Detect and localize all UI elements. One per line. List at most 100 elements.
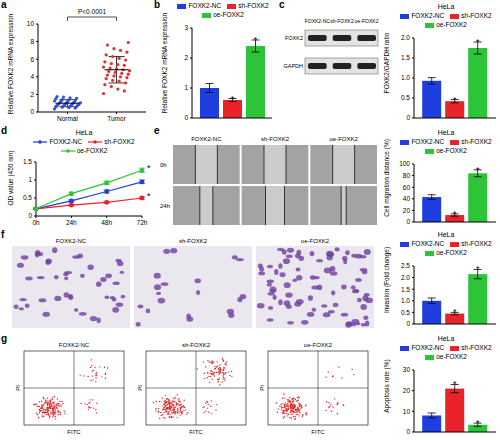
svg-text:30: 30 xyxy=(403,366,411,373)
svg-text:2.0: 2.0 xyxy=(401,274,410,281)
svg-text:0: 0 xyxy=(406,320,410,327)
svg-text:24h: 24h xyxy=(66,219,77,226)
svg-text:0: 0 xyxy=(184,114,188,121)
svg-text:PI: PI xyxy=(137,385,143,391)
svg-text:Apoptosis rate (%): Apoptosis rate (%) xyxy=(383,359,391,412)
svg-text:0: 0 xyxy=(406,218,410,225)
svg-text:4: 4 xyxy=(30,73,34,80)
html-text:sh-FOXK2: sh-FOXK2 xyxy=(461,138,492,145)
html-text:HeLa: HeLa xyxy=(437,129,455,136)
html-text:HeLa: HeLa xyxy=(75,129,93,136)
svg-text:sh-FOXK2: sh-FOXK2 xyxy=(182,342,211,348)
html-text:oe-FOXK2: oe-FOXK2 xyxy=(76,147,108,154)
svg-text:0h: 0h xyxy=(32,219,40,226)
svg-text:1: 1 xyxy=(184,84,188,91)
svg-text:Tumor: Tumor xyxy=(107,115,126,122)
svg-text:FOXK2-NC: FOXK2-NC xyxy=(56,238,87,244)
svg-text:0.5: 0.5 xyxy=(401,309,410,316)
svg-text:Relative FOXK2 mRNA expression: Relative FOXK2 mRNA expression xyxy=(161,12,169,113)
svg-text:24h: 24h xyxy=(160,203,170,209)
svg-text:P<0.0001: P<0.0001 xyxy=(78,8,106,15)
svg-text:10: 10 xyxy=(27,20,35,27)
svg-text:0: 0 xyxy=(28,212,32,219)
svg-text:0h: 0h xyxy=(160,162,167,168)
svg-text:Cell migration distance (%): Cell migration distance (%) xyxy=(383,139,391,217)
html-text:FOXK2-NC: FOXK2-NC xyxy=(411,12,445,19)
svg-text:FITC: FITC xyxy=(67,429,81,435)
svg-text:80: 80 xyxy=(403,172,411,179)
svg-text:oe-FOXK2: oe-FOXK2 xyxy=(329,136,358,142)
html-text:d: d xyxy=(1,125,8,136)
svg-text:48h: 48h xyxy=(101,219,112,226)
svg-text:FOXK2-NC: FOXK2-NC xyxy=(59,342,90,348)
html-text:b: b xyxy=(154,0,161,10)
html-text:oe-FOXK2: oe-FOXK2 xyxy=(213,11,244,18)
svg-text:*: * xyxy=(453,379,457,389)
svg-text:0: 0 xyxy=(406,114,410,121)
svg-text:1.5: 1.5 xyxy=(401,286,410,293)
html-text:sh-FOXK2: sh-FOXK2 xyxy=(104,138,135,145)
svg-text:2.5: 2.5 xyxy=(401,262,410,269)
svg-text:0: 0 xyxy=(30,108,34,115)
svg-text:10: 10 xyxy=(403,408,411,415)
svg-text:2.0: 2.0 xyxy=(401,34,410,41)
svg-text:1.0: 1.0 xyxy=(401,297,410,304)
svg-text:1.0: 1.0 xyxy=(401,74,410,81)
html-text:sh-FOXK2: sh-FOXK2 xyxy=(461,12,492,19)
svg-text:*: * xyxy=(453,209,457,219)
svg-text:FOXK2-NC: FOXK2-NC xyxy=(305,18,331,24)
html-text:FOXK2-NC: FOXK2-NC xyxy=(49,138,83,145)
html-text:sh-FOXK2: sh-FOXK2 xyxy=(238,2,269,9)
svg-text:sh-FOXK2: sh-FOXK2 xyxy=(261,136,290,142)
svg-text:FOXK2-NC: FOXK2-NC xyxy=(191,136,222,142)
svg-text:2: 2 xyxy=(30,91,34,98)
svg-text:72h: 72h xyxy=(137,219,148,226)
svg-text:*: * xyxy=(476,37,480,47)
svg-text:2: 2 xyxy=(184,54,188,61)
svg-text:8: 8 xyxy=(30,38,34,45)
svg-text:6: 6 xyxy=(30,56,34,63)
svg-text:*: * xyxy=(476,165,480,175)
svg-text:1.5: 1.5 xyxy=(401,54,410,61)
svg-text:20: 20 xyxy=(403,387,411,394)
svg-text:1.5: 1.5 xyxy=(23,158,32,165)
svg-text:Normal: Normal xyxy=(57,115,79,122)
svg-text:PI: PI xyxy=(259,385,265,391)
svg-text:60: 60 xyxy=(403,184,411,191)
svg-text:FITC: FITC xyxy=(311,429,325,435)
svg-text:20: 20 xyxy=(403,207,411,214)
svg-text:1: 1 xyxy=(28,176,32,183)
svg-text:sh-FOXK2: sh-FOXK2 xyxy=(179,238,208,244)
svg-text:*: * xyxy=(453,95,457,105)
svg-text:0: 0 xyxy=(406,428,410,435)
svg-text:Invasion (Fold change): Invasion (Fold change) xyxy=(383,247,391,313)
svg-text:FOXK2: FOXK2 xyxy=(285,35,303,41)
svg-text:*: * xyxy=(254,35,258,45)
svg-text:*: * xyxy=(476,418,480,428)
html-text:FOXK2-NC: FOXK2-NC xyxy=(411,138,445,145)
svg-text:Relative FOXK2 mRNA expression: Relative FOXK2 mRNA expression xyxy=(7,13,15,114)
svg-text:FOXK2/GAPDH ratio: FOXK2/GAPDH ratio xyxy=(383,32,390,93)
svg-text:oe-FOXK2: oe-FOXK2 xyxy=(355,18,379,24)
html-text:HeLa: HeLa xyxy=(437,3,455,10)
svg-text:0.5: 0.5 xyxy=(23,194,32,201)
svg-text:oe-FOXK2: oe-FOXK2 xyxy=(301,238,330,244)
svg-text:GAPDH: GAPDH xyxy=(283,63,303,69)
svg-text:*: * xyxy=(231,94,235,104)
html-text:oe-FOXK2: oe-FOXK2 xyxy=(436,21,467,28)
svg-text:oe-FOXK2: oe-FOXK2 xyxy=(304,342,333,348)
svg-text:100: 100 xyxy=(399,160,410,167)
svg-text:*: * xyxy=(476,264,480,274)
svg-text:*: * xyxy=(147,191,151,201)
svg-text:*: * xyxy=(453,307,457,317)
svg-text:3: 3 xyxy=(184,24,188,31)
svg-text:sh-FOXK2: sh-FOXK2 xyxy=(330,18,354,24)
svg-text:PI: PI xyxy=(15,385,21,391)
html-text:oe-FOXK2: oe-FOXK2 xyxy=(436,147,467,154)
svg-text:*: * xyxy=(147,163,151,173)
html-text:FOXK2-NC: FOXK2-NC xyxy=(188,2,222,9)
svg-text:FITC: FITC xyxy=(189,429,203,435)
svg-text:0.5: 0.5 xyxy=(401,94,410,101)
svg-text:OD value (450 nm): OD value (450 nm) xyxy=(7,151,15,206)
svg-text:40: 40 xyxy=(403,195,411,202)
